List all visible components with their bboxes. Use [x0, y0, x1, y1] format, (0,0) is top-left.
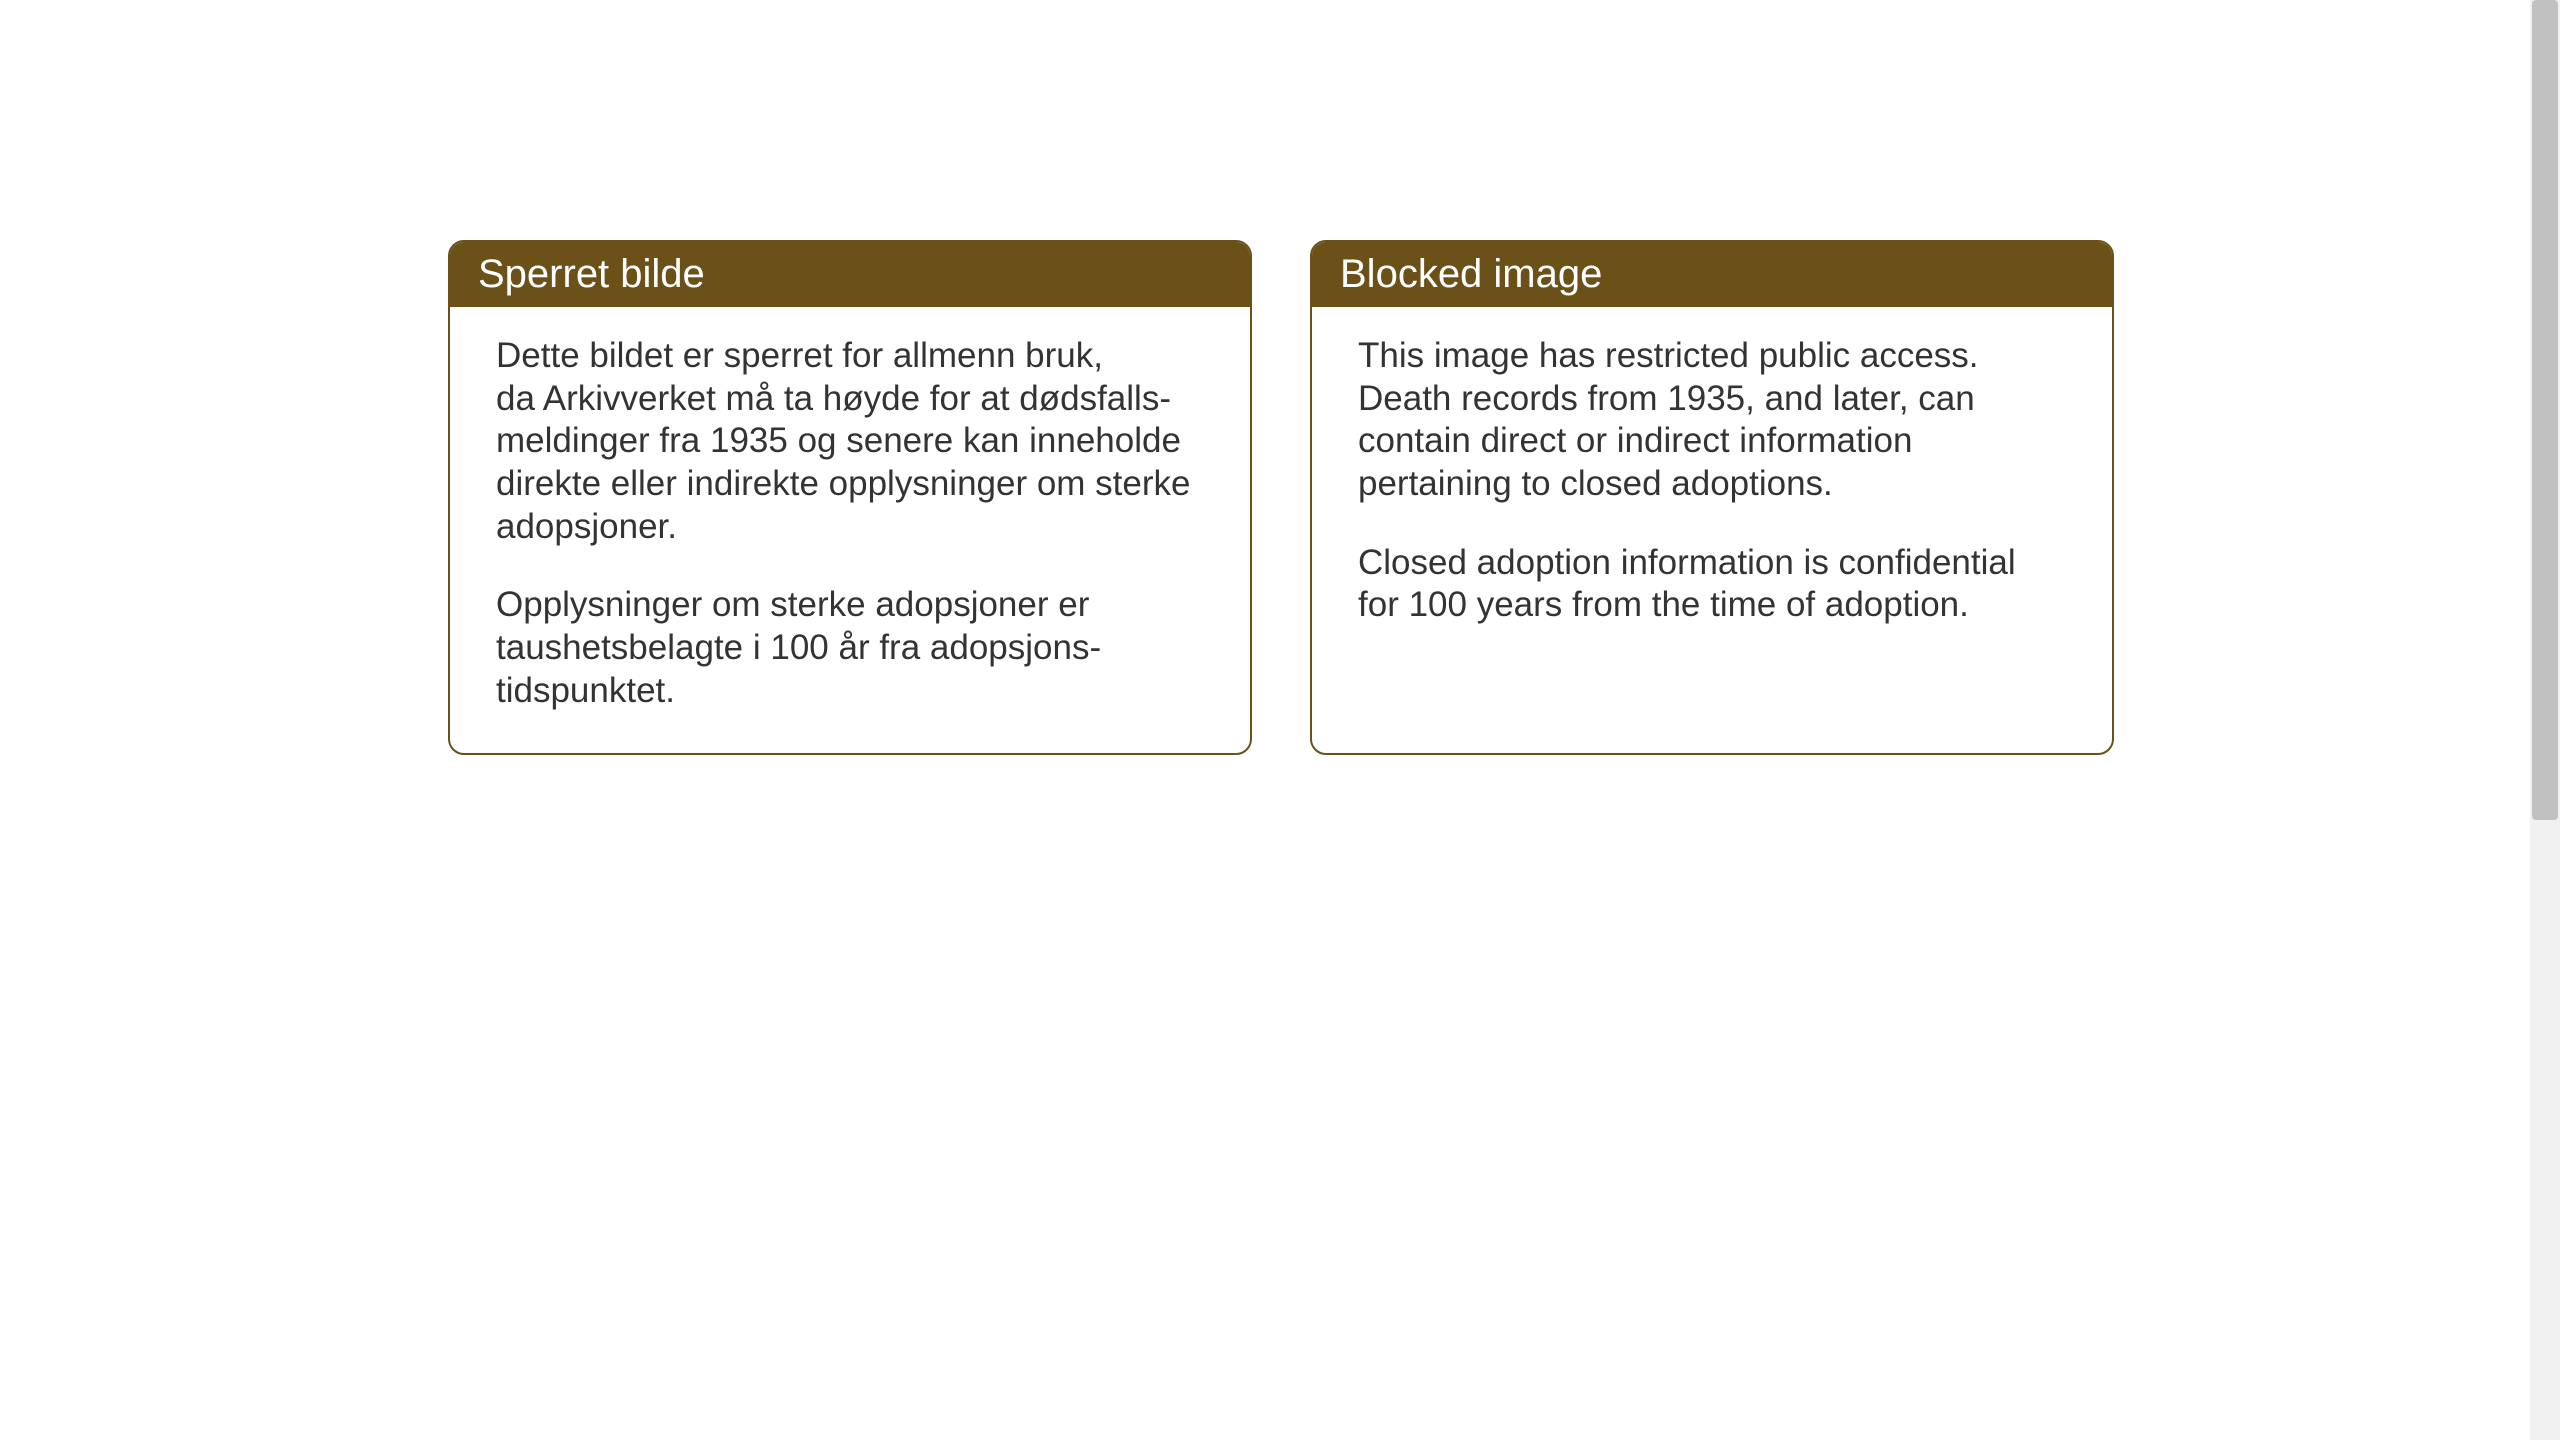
card-header-norwegian: Sperret bilde	[450, 242, 1250, 307]
scrollbar-thumb[interactable]	[2532, 0, 2558, 820]
notice-card-english: Blocked image This image has restricted …	[1310, 240, 2114, 755]
card-body-norwegian: Dette bildet er sperret for allmenn bruk…	[450, 307, 1250, 753]
card-title-english: Blocked image	[1340, 252, 1602, 296]
card-body-english: This image has restricted public access.…	[1312, 307, 2112, 667]
card-paragraph-1-norwegian: Dette bildet er sperret for allmenn bruk…	[496, 335, 1204, 548]
card-paragraph-2-norwegian: Opplysninger om sterke adopsjoner ertaus…	[496, 584, 1204, 712]
vertical-scrollbar[interactable]	[2530, 0, 2560, 1440]
card-title-norwegian: Sperret bilde	[478, 252, 705, 296]
notice-cards-container: Sperret bilde Dette bildet er sperret fo…	[448, 240, 2114, 755]
card-header-english: Blocked image	[1312, 242, 2112, 307]
card-paragraph-2-english: Closed adoption information is confident…	[1358, 542, 2066, 627]
notice-card-norwegian: Sperret bilde Dette bildet er sperret fo…	[448, 240, 1252, 755]
card-paragraph-1-english: This image has restricted public access.…	[1358, 335, 2066, 506]
